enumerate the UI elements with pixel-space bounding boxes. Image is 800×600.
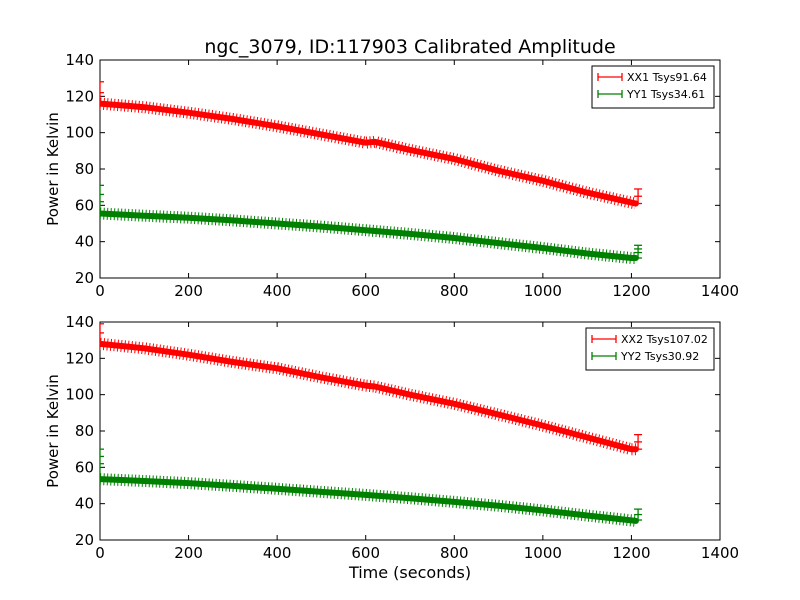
x-tick-label: 800 — [440, 282, 469, 300]
series-line — [100, 210, 639, 261]
subplot-top: 0 200 400 600 800 1000 1200 1400 20 40 60 80 100 120 1… — [44, 51, 739, 300]
y-axis-label: Power in Kelvin — [44, 112, 62, 226]
y-tick-label: 80 — [75, 160, 94, 178]
x-tick-label: 200 — [174, 544, 203, 562]
x-tick-label: 400 — [263, 544, 292, 562]
y-tick-label: 120 — [65, 87, 94, 105]
legend-label: YY1 Tsys34.61 — [626, 88, 705, 101]
x-tick-label: 0 — [95, 544, 105, 562]
y-tick-label: 20 — [75, 531, 94, 549]
x-tick-label: 600 — [351, 544, 380, 562]
y-tick-label: 80 — [75, 422, 94, 440]
y-tick-label: 20 — [75, 269, 94, 287]
series-line — [100, 476, 639, 524]
x-tick-label: 1000 — [524, 544, 562, 562]
y-tick-label: 40 — [75, 495, 94, 513]
chart-title: ngc_3079, ID:117903 Calibrated Amplitude — [204, 36, 615, 58]
x-tick-label: 0 — [95, 282, 105, 300]
x-tick-label: 1400 — [701, 544, 739, 562]
x-tick-label: 1200 — [612, 282, 650, 300]
legend: XX2 Tsys107.02 YY2 Tsys30.92 — [585, 327, 715, 371]
y-tick-label: 140 — [65, 51, 94, 69]
y-tick-label: 60 — [75, 196, 94, 214]
series-line — [100, 340, 639, 453]
x-tick-label: 1000 — [524, 282, 562, 300]
x-axis-label: Time (seconds) — [348, 563, 471, 582]
x-tick-label: 1200 — [612, 544, 650, 562]
legend-box — [585, 327, 715, 371]
y-tick-label: 140 — [65, 313, 94, 331]
y-tick-label: 100 — [65, 386, 94, 404]
legend: XX1 Tsys91.64 YY1 Tsys34.61 — [591, 65, 715, 109]
legend-box — [591, 65, 715, 109]
y-axis-label: Power in Kelvin — [44, 374, 62, 488]
x-tick-label: 200 — [174, 282, 203, 300]
y-tick-label: 100 — [65, 124, 94, 142]
legend-label: XX2 Tsys107.02 — [621, 333, 708, 346]
y-tick-label: 60 — [75, 458, 94, 476]
x-tick-label: 800 — [440, 544, 469, 562]
legend-label: XX1 Tsys91.64 — [627, 71, 707, 84]
x-tick-label: 400 — [263, 282, 292, 300]
y-tick-label: 120 — [65, 349, 94, 367]
x-tick-label: 600 — [351, 282, 380, 300]
x-tick-label: 1400 — [701, 282, 739, 300]
subplot-bottom: 0 200 400 600 800 1000 1200 1400 20 40 60 80 100 120 1… — [44, 313, 739, 562]
legend-label: YY2 Tsys30.92 — [620, 350, 699, 363]
y-tick-label: 40 — [75, 233, 94, 251]
series-line — [100, 100, 639, 207]
